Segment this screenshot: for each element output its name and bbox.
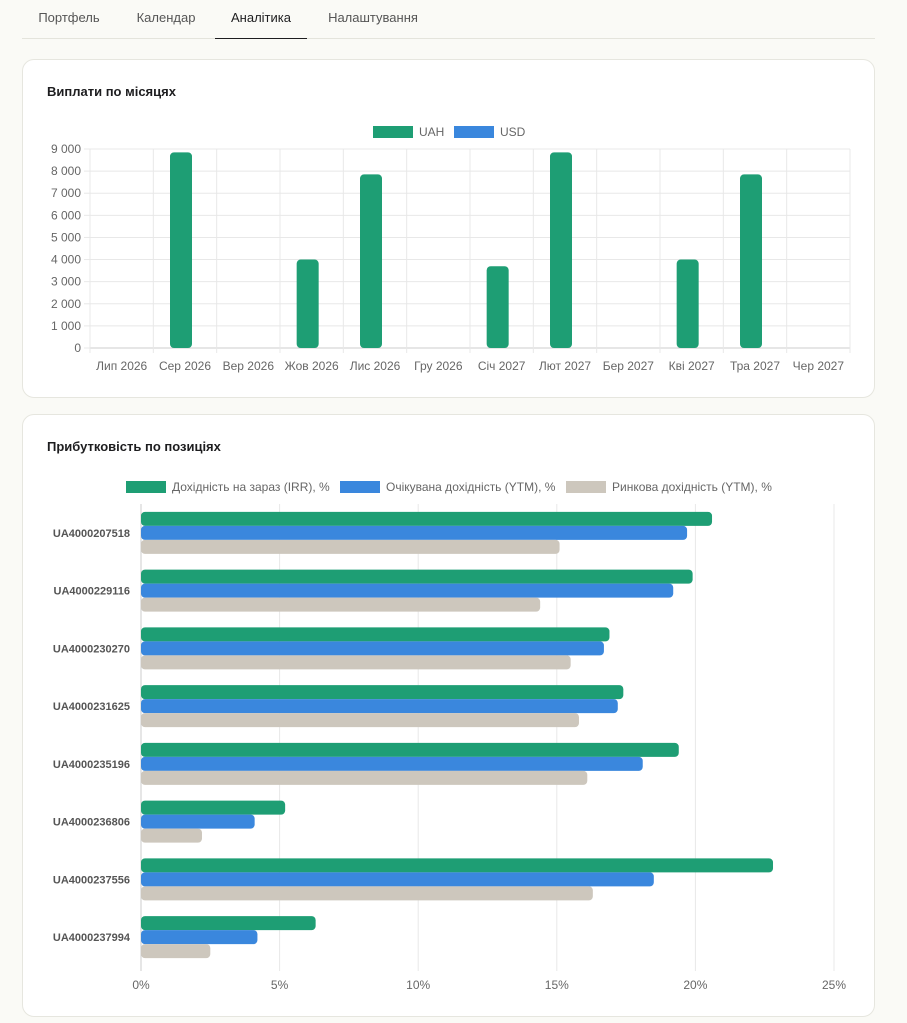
bar-uah-3	[296, 259, 319, 348]
x-tick-label: Тра 2027	[730, 359, 780, 373]
bar-UA4000231625-0	[141, 685, 624, 700]
y-tick-label: 1 000	[51, 319, 81, 333]
bar-uah-10	[740, 174, 762, 348]
bar-uah-7	[550, 152, 572, 348]
bar-UA4000230270-1	[141, 641, 604, 656]
category-label: UA4000230270	[53, 643, 130, 655]
legend-label-uah: UAH	[419, 125, 444, 139]
y-tick-label: 0	[74, 341, 81, 355]
bar-UA4000207518-0	[141, 511, 713, 526]
category-label: UA4000207518	[53, 528, 130, 540]
legend-swatch-2	[566, 481, 606, 493]
x-tick-label: 10%	[406, 978, 430, 992]
bar-UA4000229116-2	[141, 597, 541, 612]
x-tick-label: 0%	[132, 978, 150, 992]
x-tick-label: Чер 2027	[793, 359, 845, 373]
bar-UA4000207518-2	[141, 539, 560, 554]
payments-card-title: Виплати по місяцях	[47, 84, 176, 99]
bar-uah-4	[360, 174, 382, 348]
tab-calendar[interactable]: Календар	[136, 10, 196, 25]
tab-settings[interactable]: Налаштування	[328, 10, 418, 25]
bar-UA4000207518-1	[141, 525, 688, 540]
bar-UA4000237994-2	[141, 944, 211, 959]
category-label: UA4000235196	[53, 759, 130, 771]
legend-swatch-1	[340, 481, 380, 493]
yield-chart: Дохідність на зараз (IRR), % Очікувана до…	[53, 480, 846, 992]
bar-UA4000235196-1	[141, 756, 643, 771]
y-tick-label: 7 000	[51, 186, 81, 200]
x-tick-label: 25%	[822, 978, 846, 992]
bar-UA4000229116-0	[141, 569, 693, 584]
category-label: UA4000236806	[53, 817, 130, 829]
bar-UA4000237994-0	[141, 916, 316, 931]
payments-chart: UAH USD 0 1 000 2 000 3 000 4 000 5 000 6 000 7 0…	[51, 125, 851, 373]
x-tick-label: 5%	[271, 978, 289, 992]
tab-portfolio[interactable]: Портфель	[38, 10, 100, 25]
bar-uah-9	[676, 259, 699, 348]
x-tick-label: 20%	[683, 978, 707, 992]
bar-UA4000237994-1	[141, 930, 258, 945]
legend-label-2: Ринкова дохідність (YTM), %	[612, 480, 772, 494]
tab-analytics[interactable]: Аналітика	[215, 0, 307, 39]
legend-swatch-usd	[454, 126, 494, 138]
bar-UA4000237556-2	[141, 886, 593, 901]
legend-label-usd: USD	[500, 125, 526, 139]
bar-UA4000229116-1	[141, 583, 674, 598]
y-tick-label: 5 000	[51, 230, 81, 244]
category-label: UA4000237994	[53, 932, 131, 944]
x-tick-label: 15%	[545, 978, 569, 992]
x-tick-label: Лют 2027	[539, 359, 591, 373]
x-tick-label: Січ 2027	[478, 359, 526, 373]
y-tick-label: 6 000	[51, 208, 81, 222]
bar-UA4000230270-0	[141, 627, 610, 642]
bar-UA4000237556-0	[141, 858, 774, 873]
y-tick-label: 8 000	[51, 164, 81, 178]
x-tick-label: Бер 2027	[603, 359, 655, 373]
bar-UA4000237556-1	[141, 872, 654, 887]
y-tick-label: 4 000	[51, 253, 81, 267]
x-tick-label: Лис 2026	[350, 359, 401, 373]
x-tick-label: Лип 2026	[96, 359, 147, 373]
legend-label-1: Очікувана дохідність (YTM), %	[386, 480, 556, 494]
y-tick-label: 3 000	[51, 275, 81, 289]
legend-swatch-uah	[373, 126, 413, 138]
bar-UA4000231625-2	[141, 713, 579, 728]
bar-UA4000235196-2	[141, 770, 588, 785]
bar-UA4000231625-1	[141, 699, 618, 714]
bar-UA4000236806-0	[141, 800, 286, 815]
x-tick-label: Кві 2027	[669, 359, 715, 373]
category-label: UA4000231625	[53, 701, 130, 713]
y-tick-label: 9 000	[51, 142, 81, 156]
bar-UA4000235196-0	[141, 742, 679, 757]
x-tick-label: Жов 2026	[285, 359, 339, 373]
payments-legend: UAH USD	[373, 125, 526, 139]
bar-UA4000230270-2	[141, 655, 571, 670]
payments-card: Виплати по місяцях	[22, 59, 875, 398]
legend-swatch-0	[126, 481, 166, 493]
y-tick-label: 2 000	[51, 297, 81, 311]
yield-card-title: Прибутковість по позиціях	[47, 439, 221, 454]
yield-legend: Дохідність на зараз (IRR), % Очікувана до…	[126, 480, 772, 494]
bar-UA4000236806-2	[141, 828, 202, 843]
bar-uah-6	[486, 266, 509, 348]
bar-UA4000236806-1	[141, 814, 255, 829]
x-tick-label: Сер 2026	[159, 359, 211, 373]
tab-bar: Портфель Календар Аналітика Налаштування	[22, 0, 875, 39]
bar-uah-1	[170, 152, 192, 348]
category-label: UA4000229116	[54, 586, 130, 598]
x-tick-label: Вер 2026	[223, 359, 275, 373]
category-label: UA4000237556	[53, 874, 130, 886]
x-tick-label: Гру 2026	[414, 359, 463, 373]
legend-label-0: Дохідність на зараз (IRR), %	[172, 480, 330, 494]
